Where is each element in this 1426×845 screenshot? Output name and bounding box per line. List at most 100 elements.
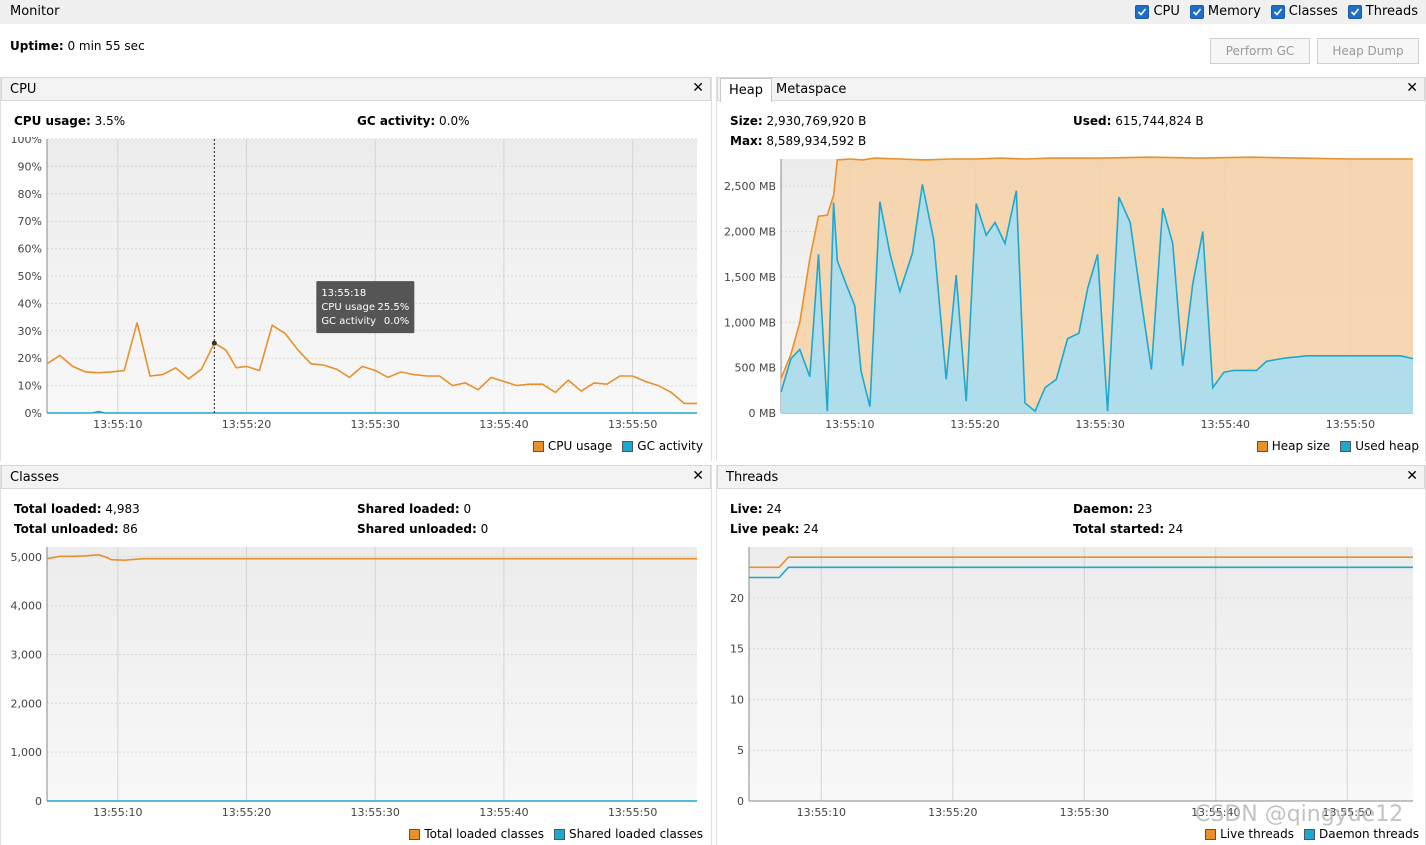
series-line-used-heap — [780, 184, 1414, 413]
daemon-stat: Daemon: 23 — [1073, 502, 1152, 516]
total-loaded-value: 4,983 — [105, 502, 140, 516]
gc-activity-value: 0.0% — [439, 114, 470, 128]
legend-item: Total loaded classes — [409, 827, 544, 841]
heap-dump-button[interactable]: Heap Dump — [1317, 38, 1419, 64]
y-tick-label: 500 MB — [734, 362, 776, 375]
series-area-used-heap — [781, 184, 1413, 413]
x-tick-label: 13:55:20 — [928, 806, 977, 819]
daemon-value: 23 — [1137, 502, 1153, 516]
legend-label: Daemon threads — [1318, 827, 1419, 841]
y-tick-label: 0 — [737, 795, 744, 808]
close-icon[interactable]: ✕ — [1406, 468, 1418, 484]
classes-legend: Total loaded classes Shared loaded class… — [409, 827, 703, 841]
y-tick-label: 40% — [18, 297, 42, 310]
heap-legend: Heap size Used heap — [1256, 439, 1419, 453]
y-tick-label: 5,000 — [11, 551, 43, 564]
threads-legend: Live threads Daemon threads — [1205, 827, 1419, 841]
x-tick-label: 13:55:30 — [351, 806, 400, 819]
monitor-toolbar: Monitor CPU Memory Classes Threads — [0, 0, 1426, 24]
live-value: 24 — [766, 502, 782, 516]
legend-label: GC activity — [637, 439, 703, 453]
x-tick-label: 13:55:20 — [222, 418, 271, 431]
series-line-daemon-threads — [749, 566, 1413, 579]
checkbox-label: Classes — [1288, 4, 1338, 19]
checkbox-cpu[interactable]: CPU — [1135, 4, 1180, 19]
heap-panel: Heap Metaspace ✕ Size: 2,930,769,920 B U… — [716, 77, 1426, 461]
heap-max-value: 8,589,934,592 B — [766, 134, 867, 148]
y-tick-label: 0 MB — [748, 407, 776, 420]
daemon-label: Daemon: — [1073, 502, 1134, 516]
legend-swatch-blue — [622, 440, 634, 452]
monitor-title: Monitor — [10, 4, 60, 19]
cpu-usage-stat: CPU usage: 3.5% — [14, 114, 125, 128]
tab-metaspace[interactable]: Metaspace — [776, 82, 847, 97]
legend-item: Live threads — [1205, 827, 1294, 841]
checkbox-threads[interactable]: Threads — [1347, 4, 1418, 19]
cpu-panel-header: CPU ✕ — [1, 77, 711, 101]
heap-used-value: 615,744,824 B — [1115, 114, 1204, 128]
total-loaded-stat: Total loaded: 4,983 — [14, 502, 140, 516]
shared-loaded-stat: Shared loaded: 0 — [357, 502, 471, 516]
cpu-usage-label: CPU usage: — [14, 114, 91, 128]
live-peak-label: Live peak: — [730, 522, 800, 536]
checkbox-classes[interactable]: Classes — [1270, 4, 1338, 19]
y-tick-label: 2,500 MB — [724, 180, 776, 193]
gc-activity-label: GC activity: — [357, 114, 436, 128]
shared-unloaded-value: 0 — [480, 522, 489, 536]
y-tick-label: 4,000 — [11, 600, 43, 613]
checkbox-label: Memory — [1207, 4, 1261, 19]
y-tick-label: 10% — [18, 380, 42, 393]
x-tick-label: 13:55:10 — [825, 418, 874, 431]
live-label: Live: — [730, 502, 763, 516]
tab-heap[interactable]: Heap — [720, 78, 772, 102]
x-tick-label: 13:55:40 — [1191, 806, 1240, 819]
y-tick-label: 30% — [18, 325, 42, 338]
y-tick-label: 20 — [730, 592, 744, 605]
x-tick-label: 13:55:30 — [1075, 418, 1124, 431]
plot-area — [749, 547, 1413, 801]
y-tick-label: 1,000 MB — [724, 316, 776, 329]
total-started-stat: Total started: 24 — [1073, 522, 1183, 536]
tooltip-value: 25.5% — [378, 302, 410, 313]
x-tick-label: 13:55:10 — [797, 806, 846, 819]
checkbox-checked-icon — [1270, 4, 1285, 19]
legend-item: Shared loaded classes — [554, 827, 703, 841]
y-tick-label: 80% — [18, 188, 42, 201]
x-tick-label: 13:55:50 — [1323, 806, 1372, 819]
legend-label: Live threads — [1220, 827, 1294, 841]
threads-chart[interactable]: 0 5 10 15 20 13:55:10 13:55:20 13:55:30 13:55:40… — [717, 539, 1423, 819]
legend-swatch-blue — [1340, 440, 1352, 452]
legend-label: Shared loaded classes — [569, 827, 703, 841]
checkbox-checked-icon — [1189, 4, 1204, 19]
threads-panel: Threads ✕ Live: 24 Daemon: 23 Live peak:… — [716, 465, 1426, 845]
legend-item: Used heap — [1340, 439, 1419, 453]
checkbox-label: Threads — [1365, 4, 1418, 19]
cpu-chart[interactable]: 0% 10% 20% 30% 40% 50% 60% 70% 80% 90% 100% 13:55:1… — [1, 137, 709, 431]
legend-swatch-blue — [554, 828, 566, 840]
uptime: Uptime: 0 min 55 sec — [10, 39, 145, 53]
tooltip-text: CPU usage — [321, 302, 375, 313]
legend-label: Heap size — [1271, 439, 1331, 453]
y-tick-label: 20% — [18, 352, 42, 365]
tooltip-text: GC activity — [321, 316, 376, 327]
y-tick-label: 50% — [18, 270, 42, 283]
y-tick-label: 15 — [730, 643, 744, 656]
tooltip-box — [316, 281, 415, 334]
heap-chart[interactable]: 0 MB 500 MB 1,000 MB 1,500 MB 2,000 MB 2,500 … — [717, 151, 1423, 431]
total-loaded-label: Total loaded: — [14, 502, 102, 516]
legend-swatch-orange — [1256, 440, 1268, 452]
heap-used-stat: Used: 615,744,824 B — [1073, 114, 1204, 128]
x-tick-label: 13:55:10 — [93, 418, 142, 431]
hover-point — [211, 340, 217, 346]
checkbox-memory[interactable]: Memory — [1189, 4, 1261, 19]
close-icon[interactable]: ✕ — [692, 468, 704, 484]
legend-swatch-orange — [409, 828, 421, 840]
perform-gc-button[interactable]: Perform GC — [1210, 38, 1310, 64]
legend-swatch-orange — [1205, 828, 1217, 840]
close-icon[interactable]: ✕ — [692, 80, 704, 96]
monitor-checkboxes: CPU Memory Classes Threads — [1135, 4, 1418, 19]
close-icon[interactable]: ✕ — [1406, 80, 1418, 96]
classes-chart[interactable]: 0 1,000 2,000 3,000 4,000 5,000 13:55:10 13:55:… — [1, 539, 709, 819]
heap-size-stat: Size: 2,930,769,920 B — [730, 114, 866, 128]
y-tick-label: 2,000 — [11, 697, 43, 710]
